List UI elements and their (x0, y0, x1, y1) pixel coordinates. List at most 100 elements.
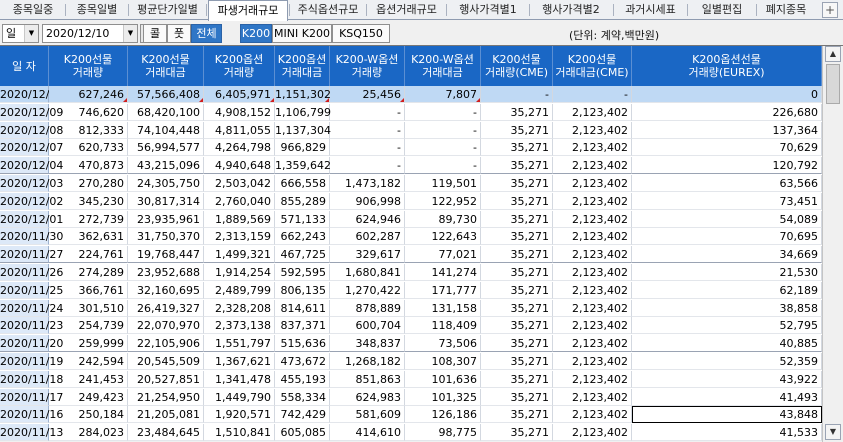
value-cell: 592,595 (275, 264, 330, 281)
value-cell: 41,493 (632, 388, 822, 406)
product-button-2[interactable]: MINI K200 (272, 24, 332, 43)
option-type-button-1[interactable]: 콜 (143, 24, 167, 43)
table-row[interactable]: 2020/11/13 284,023 23,484,645 1,510,841 605,… (0, 424, 822, 442)
value-cell: 1,889,569 (204, 210, 275, 228)
value-cell: 806,135 (275, 281, 330, 299)
value-cell: 1,449,790 (204, 388, 275, 406)
option-type-button-2[interactable]: 풋 (167, 24, 191, 43)
table-row[interactable]: 2020/11/17 249,423 21,254,950 1,449,790 558,… (0, 388, 822, 406)
vertical-scrollbar[interactable]: ▲ ▼ (822, 46, 843, 442)
tab-separator (289, 4, 290, 16)
table-row[interactable]: 2020/12/02 345,230 30,817,314 2,760,040 855,… (0, 192, 822, 210)
date-input[interactable]: 2020/12/10 ▼ (42, 24, 138, 43)
value-cell: 70,695 (632, 228, 822, 246)
option-type-button-3[interactable]: 전체 (191, 24, 222, 43)
column-header-7[interactable]: K200-W옵션 거래대금 (405, 46, 481, 86)
toolbar: 일 ▼ 2020/12/10 ▼ 콜 풋 전체 K200 MINI K200 KSQ15… (0, 21, 843, 45)
column-header-4[interactable]: K200옵션 거래량 (204, 46, 275, 86)
chevron-down-icon[interactable]: ▼ (24, 25, 38, 42)
tab-6[interactable]: 옵션거래규모 (376, 3, 437, 16)
value-cell: 812,333 (49, 121, 128, 139)
date-cell: 2020/12/09 (0, 103, 64, 121)
column-header-2[interactable]: K200선물 거래량 (49, 46, 128, 86)
tab-5[interactable]: 주식옵션규모 (297, 3, 359, 16)
value-cell: 70,629 (632, 139, 822, 157)
table-row[interactable]: 2020/12/08 812,333 74,104,448 4,811,055 1,13… (0, 121, 822, 139)
table-row[interactable]: 2020/12/04 470,873 43,215,096 4,940,648 1,35… (0, 157, 822, 175)
column-header-10[interactable]: K200옵션선물 거래량(EUREX) (632, 46, 822, 86)
product-button-3[interactable]: KSQ150 (332, 24, 390, 43)
table-row[interactable]: 2020/11/18 241,453 20,527,851 1,341,478 455,… (0, 370, 822, 388)
table-row[interactable]: 2020/11/16 250,184 21,205,081 1,920,571 742,… (0, 406, 822, 424)
value-cell: - (330, 157, 405, 175)
value-cell: 74,104,448 (128, 121, 204, 139)
value-cell: 23,935,961 (128, 210, 204, 228)
marker-icon (123, 98, 127, 102)
value-cell: 742,429 (275, 406, 330, 424)
scroll-thumb[interactable] (826, 64, 840, 104)
tab-8[interactable]: 행사가격별2 (542, 3, 600, 16)
value-cell: 1,680,841 (330, 264, 405, 281)
table-row[interactable]: 2020/12/03 270,280 24,305,750 2,503,042 666,… (0, 175, 822, 192)
tab-1[interactable]: 종목일중 (12, 3, 54, 16)
value-cell: 101,636 (405, 370, 481, 388)
tab-2[interactable]: 종목일별 (76, 3, 118, 16)
value-cell: 120,792 (632, 157, 822, 175)
value-cell: 73,506 (405, 335, 481, 353)
column-header-5[interactable]: K200옵션 거래대금 (275, 46, 330, 86)
table-row[interactable]: 2020/11/30 362,631 31,750,370 2,313,159 662,… (0, 228, 822, 246)
table-row[interactable]: 2020/11/24 301,510 26,419,327 2,328,208 814,… (0, 299, 822, 317)
value-cell: 23,484,645 (128, 424, 204, 442)
column-header-1[interactable]: 일 자 (0, 46, 49, 86)
date-cell: 2020/11/19 (0, 353, 64, 370)
table-row[interactable]: 2020/12/09 746,620 68,420,100 4,908,152 1,10… (0, 103, 822, 121)
tab-7[interactable]: 행사가격별1 (459, 3, 517, 16)
date-cell: 2020/11/18 (0, 370, 64, 388)
tab-4[interactable]: 파생거래규모 (208, 0, 288, 21)
value-cell: 119,501 (405, 175, 481, 192)
value-cell: 21,530 (632, 264, 822, 281)
tab-10[interactable]: 일별편집 (701, 3, 743, 16)
value-cell: 581,609 (330, 406, 405, 424)
value-cell: 2,760,040 (204, 192, 275, 210)
value-cell: - (553, 86, 632, 103)
column-header-8[interactable]: K200선물 거래량(CME) (481, 46, 553, 86)
value-cell: 837,371 (275, 317, 330, 335)
date-value: 2020/12/10 (46, 27, 110, 40)
value-cell: 1,473,182 (330, 175, 405, 192)
value-cell: 270,280 (49, 175, 128, 192)
table-row[interactable]: 2020/12/01 272,739 23,935,961 1,889,569 571,… (0, 210, 822, 228)
add-tab-button[interactable]: + (822, 2, 838, 18)
data-grid[interactable]: 일 자 K200선물 거래량 K200선물 거래대금 K200옵션 거래량 K200옵션… (0, 45, 843, 442)
marker-icon (400, 98, 404, 102)
column-header-6[interactable]: K200-W옵션 거래량 (330, 46, 405, 86)
value-cell: 89,730 (405, 210, 481, 228)
table-row[interactable]: 2020/11/25 366,761 32,160,695 2,489,799 806,… (0, 281, 822, 299)
value-cell: 662,243 (275, 228, 330, 246)
value-cell: 35,271 (481, 388, 553, 406)
tab-3[interactable]: 평균단가일별 (137, 3, 198, 16)
value-cell: 2,123,402 (553, 175, 632, 192)
table-row[interactable]: 2020/11/20 259,999 22,105,906 1,551,797 515,… (0, 335, 822, 353)
product-button-1[interactable]: K200 (240, 24, 272, 43)
tab-11[interactable]: 폐지종목 (765, 3, 807, 16)
value-cell: 2,123,402 (553, 335, 632, 353)
scroll-down-icon[interactable]: ▼ (825, 424, 841, 440)
column-header-3[interactable]: K200선물 거래대금 (128, 46, 204, 86)
table-row[interactable]: 2020/11/27 224,761 19,768,447 1,499,321 467,… (0, 246, 822, 264)
date-cell: 2020/11/20 (0, 335, 64, 353)
table-row[interactable]: 2020/11/19 242,594 20,545,509 1,367,621 473,… (0, 353, 822, 370)
scroll-up-icon[interactable]: ▲ (825, 46, 841, 62)
table-row[interactable]: 2020/11/23 254,739 22,070,970 2,373,138 837,… (0, 317, 822, 335)
chevron-down-icon[interactable]: ▼ (123, 25, 137, 42)
tab-9[interactable]: 과거시세표 (625, 3, 676, 16)
column-header-9[interactable]: K200선물 거래대금(CME) (553, 46, 632, 86)
value-cell: 122,952 (405, 192, 481, 210)
value-cell: 126,186 (405, 406, 481, 424)
table-row[interactable]: 2020/12/07 620,733 56,994,577 4,264,798 966,… (0, 139, 822, 157)
table-row[interactable]: 2020/12/10 627,246 57,566,408 6,405,971 1,15… (0, 86, 822, 103)
value-cell: 35,271 (481, 281, 553, 299)
period-select[interactable]: 일 ▼ (2, 24, 39, 43)
value-cell: 7,807 (405, 86, 481, 103)
table-row[interactable]: 2020/11/26 274,289 23,952,688 1,914,254 592,… (0, 264, 822, 281)
